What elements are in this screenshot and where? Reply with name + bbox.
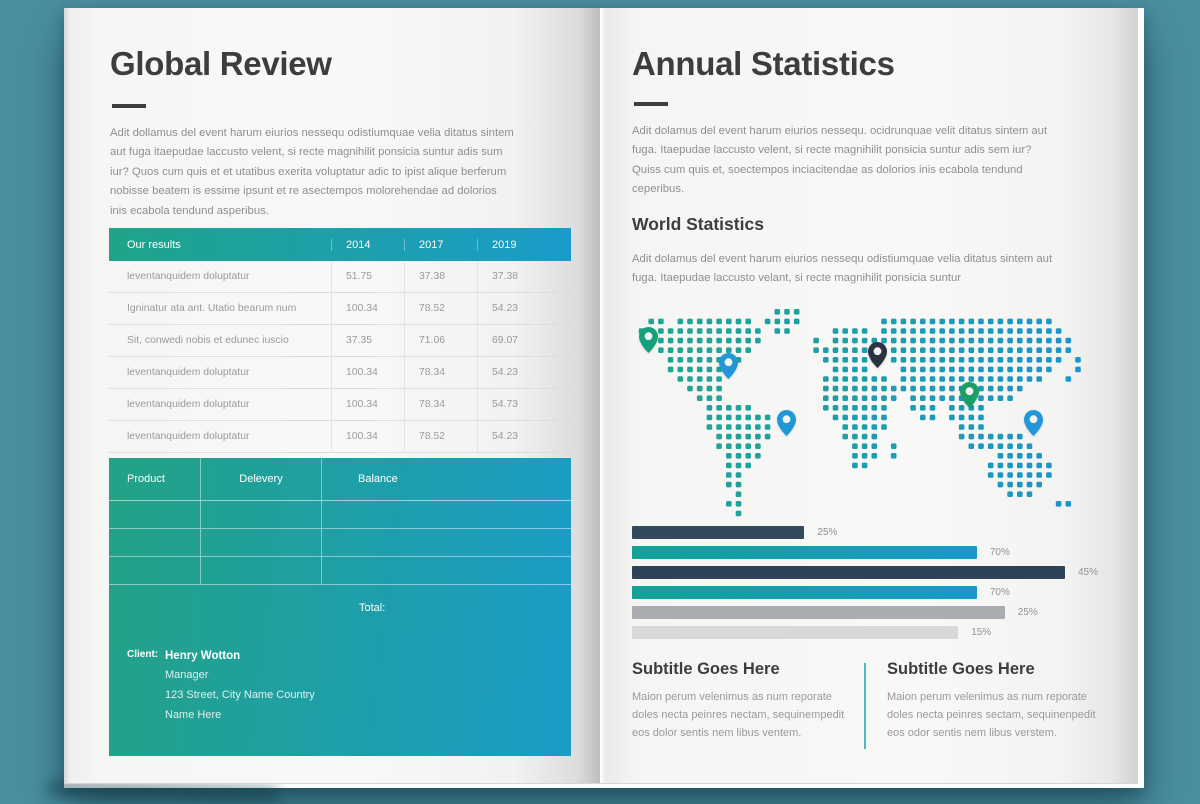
results-table-row: Igninatur ata ant. Utatio bearum num 100.… bbox=[109, 293, 571, 325]
results-table-row: leventanquidem doluptatur 51.75 37.38 37.38 bbox=[109, 261, 571, 293]
subtitle-block-left: Subtitle Goes Here Maion perum velenimus… bbox=[632, 660, 857, 742]
bar-value-label: 25% bbox=[817, 526, 838, 538]
invoice-header-cell: Product bbox=[109, 458, 201, 500]
page-title-left: Global Review bbox=[110, 45, 332, 82]
results-table-row: Sit, conwedi nobis et edunec iuscio 37.35… bbox=[109, 325, 571, 357]
intro-paragraph-left: Adit dollamus del event harum eiurios ne… bbox=[110, 127, 514, 217]
bar-value-label: 70% bbox=[989, 586, 1010, 598]
map-pin-green-alaska bbox=[638, 326, 659, 354]
client-address: 123 Street, City Name Country bbox=[165, 689, 315, 702]
bar bbox=[632, 545, 977, 559]
invoice-header: Product Delevery Balance bbox=[109, 458, 571, 501]
results-table-header: Our results 2014 2017 2019 bbox=[109, 228, 571, 261]
intro-paragraph-right: Adit dolamus del event harum eiurios nes… bbox=[632, 125, 1048, 196]
invoice-table: Product Delevery Balance Total: Client: … bbox=[109, 458, 571, 756]
bar-row: 15% bbox=[632, 622, 1098, 642]
invoice-header-cell: Balance bbox=[358, 473, 398, 485]
subtitle-body: Maion perum velenimus as num reporate do… bbox=[887, 691, 1096, 739]
bar bbox=[632, 605, 1005, 619]
results-table: Our results 2014 2017 2019 leventanquide… bbox=[109, 228, 571, 453]
bar-value-label: 25% bbox=[1017, 606, 1038, 618]
client-role: Manager bbox=[165, 669, 209, 682]
subtitle-divider bbox=[864, 663, 866, 749]
results-header-cell: 2017 bbox=[404, 238, 477, 251]
client-extra: Name Here bbox=[165, 708, 222, 721]
results-table-row: leventanquidem doluptatur 100.34 78.34 54.7… bbox=[109, 389, 571, 421]
invoice-header-cell: Delevery bbox=[201, 458, 322, 500]
world-map bbox=[628, 308, 1096, 528]
results-header-cell: Our results bbox=[127, 238, 181, 251]
results-table-row: leventanquidem doluptatur 100.34 78.34 54.2… bbox=[109, 357, 571, 389]
bar-row: 70% bbox=[632, 582, 1098, 602]
bar bbox=[632, 565, 1065, 579]
world-statistics-title: World Statistics bbox=[632, 214, 764, 234]
bar-value-label: 15% bbox=[971, 626, 992, 638]
subtitle-block-right: Subtitle Goes Here Maion perum velenimus… bbox=[887, 660, 1103, 742]
map-pin-blue-north-america bbox=[718, 352, 739, 380]
title-dash bbox=[634, 102, 668, 106]
client-label: Client: bbox=[127, 649, 159, 660]
bar-value-label: 70% bbox=[989, 546, 1010, 558]
subtitle-title: Subtitle Goes Here bbox=[887, 660, 1035, 678]
invoice-total-row: Total: bbox=[109, 585, 571, 632]
results-header-cell: 2014 bbox=[331, 238, 404, 251]
map-pin-green-asia bbox=[959, 381, 980, 409]
world-statistics-intro: Adit dolamus del event harum eiurios nes… bbox=[632, 253, 1053, 285]
client-name: Henry Wotton bbox=[165, 650, 241, 662]
invoice-empty-row bbox=[109, 529, 571, 557]
bar-row: 70% bbox=[632, 542, 1098, 562]
results-table-row: leventanquidem doluptatur 100.34 78.52 54.2… bbox=[109, 421, 571, 453]
page-left: Global Review Adit dollamus del event ha… bbox=[64, 8, 600, 784]
client-block: Client: Henry Wotton Manager 123 Street,… bbox=[109, 632, 571, 725]
map-pin-blue-south-america bbox=[776, 409, 797, 437]
world-map-dots bbox=[638, 309, 1081, 517]
subtitle-body: Maion perum velenimus as num reporate do… bbox=[632, 691, 845, 739]
results-header-cell: 2019 bbox=[477, 238, 571, 251]
bar-row: 25% bbox=[632, 602, 1098, 622]
subtitle-title: Subtitle Goes Here bbox=[632, 660, 780, 678]
title-dash bbox=[112, 104, 146, 108]
results-table-body: leventanquidem doluptatur 51.75 37.38 37.38… bbox=[109, 261, 571, 453]
page-title-right: Annual Statistics bbox=[632, 45, 895, 82]
map-pin-blue-east-asia bbox=[1023, 409, 1044, 437]
bar bbox=[632, 625, 959, 639]
magazine-spread: Global Review Adit dollamus del event ha… bbox=[47, 8, 1144, 804]
bar-row: 45% bbox=[632, 562, 1098, 582]
invoice-empty-row bbox=[109, 501, 571, 529]
bar-row: 25% bbox=[632, 522, 1098, 542]
total-label: Total: bbox=[359, 602, 386, 614]
bar bbox=[632, 585, 977, 599]
map-pin-dark-europe bbox=[867, 341, 888, 369]
invoice-empty-row bbox=[109, 557, 571, 585]
page-right: Annual Statistics Adit dolamus del event… bbox=[600, 8, 1138, 784]
bar bbox=[632, 525, 805, 539]
bar-value-label: 45% bbox=[1077, 566, 1098, 578]
bar-chart: 25% 70% 45% 70% 25% 15% bbox=[632, 522, 1098, 642]
